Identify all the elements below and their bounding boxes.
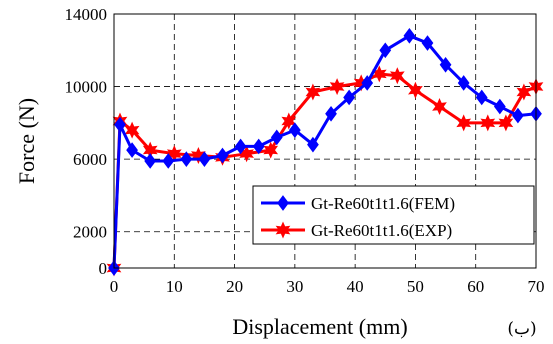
data-point-fem <box>512 107 524 124</box>
data-point-fem <box>198 151 211 167</box>
legend-label: Gt-Re60t1t1.6(FEM) <box>311 194 455 213</box>
x-axis-title: Displacement (mm) <box>232 314 407 339</box>
data-point-fem <box>162 153 175 169</box>
data-point-fem <box>403 27 416 44</box>
data-point-fem <box>457 75 470 91</box>
data-point-fem <box>126 142 138 158</box>
x-tick-label: 50 <box>407 277 424 296</box>
legend-label: Gt-Re60t1t1.6(EXP) <box>311 221 452 240</box>
data-point-exp <box>329 78 345 96</box>
x-tick-label: 60 <box>467 277 484 296</box>
legend-marker <box>277 195 289 211</box>
x-tick-label: 30 <box>286 277 303 296</box>
y-tick-label: 2000 <box>73 223 107 242</box>
data-point-fem <box>114 116 126 133</box>
data-point-fem <box>270 129 283 146</box>
panel-tag: (ب) <box>507 319 536 339</box>
x-tick-label: 0 <box>110 277 119 296</box>
x-tick-label: 10 <box>166 277 183 296</box>
plot-frame <box>113 13 537 269</box>
y-tick-label: 6000 <box>73 150 107 169</box>
legend: Gt-Re60t1t1.6(FEM) Gt-Re60t1t1.6(EXP) <box>252 185 535 245</box>
data-point-exp <box>305 83 321 101</box>
data-point-fem <box>234 138 247 155</box>
y-tick-label: 14000 <box>65 5 108 24</box>
y-axis-title: Force (N) <box>14 98 39 184</box>
data-point-exp <box>516 83 532 101</box>
data-point-fem <box>252 138 265 155</box>
data-point-exp <box>498 114 514 132</box>
data-point-exp <box>191 147 206 164</box>
data-point-fem <box>475 89 488 106</box>
data-point-fem <box>421 35 434 51</box>
series-fem <box>108 27 542 276</box>
x-tick-label: 40 <box>347 277 364 296</box>
data-point-exp <box>480 114 496 132</box>
data-point-fem <box>439 56 452 73</box>
data-point-fem <box>307 136 319 153</box>
tick-labels: 0 10 20 30 40 50 60 70 0 2000 6000 10000 14000 <box>65 5 545 296</box>
data-point-exp <box>389 67 405 85</box>
data-point-fem <box>216 147 229 164</box>
series-line-exp <box>112 72 537 269</box>
data-point-fem <box>361 75 374 91</box>
data-point-exp <box>456 114 472 132</box>
data-point-fem <box>493 98 506 115</box>
data-point-exp <box>432 97 447 115</box>
data-point-exp <box>408 81 423 99</box>
legend-marker <box>275 221 291 239</box>
data-point-fem <box>288 122 301 138</box>
data-point-fem <box>343 89 355 106</box>
data-point-fem <box>180 151 193 167</box>
data-point-fem <box>379 42 392 59</box>
y-tick-label: 10000 <box>65 78 108 97</box>
data-point-fem <box>144 153 157 169</box>
legend-entry-exp: Gt-Re60t1t1.6(EXP) <box>261 221 452 240</box>
data-point-fem <box>325 105 337 122</box>
y-tick-label: 0 <box>99 259 108 278</box>
series-layer <box>106 27 544 277</box>
data-point-exp <box>124 121 140 139</box>
legend-entry-fem: Gt-Re60t1t1.6(FEM) <box>261 194 455 213</box>
data-point-exp <box>281 112 297 130</box>
x-tick-label: 20 <box>226 277 243 296</box>
legend-box <box>252 185 535 245</box>
x-tick-label: 70 <box>528 277 545 296</box>
